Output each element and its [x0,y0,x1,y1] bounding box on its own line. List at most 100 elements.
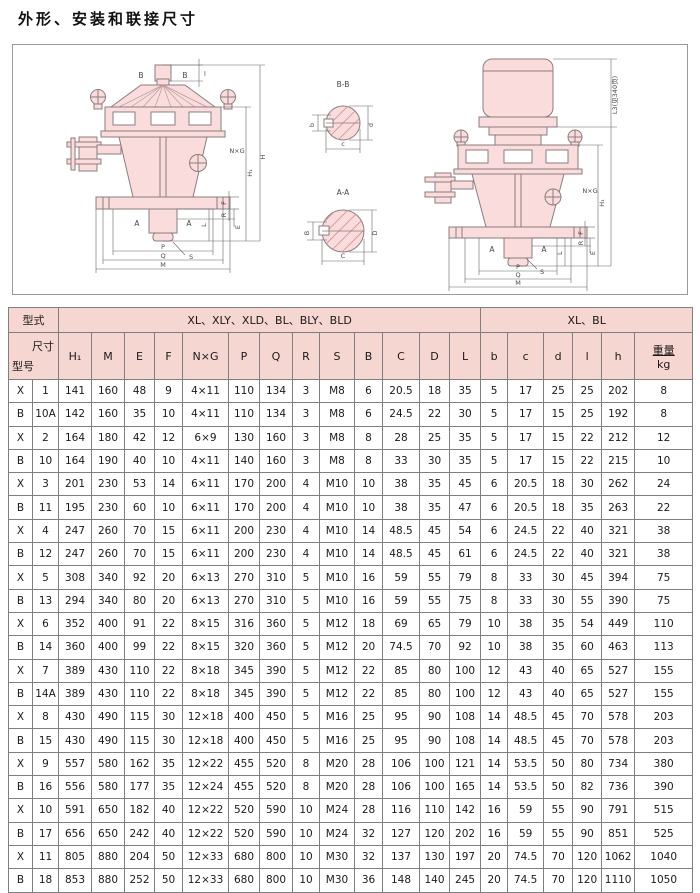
right-view-labels: L3(见340页) H₁ N×G F R E L A A S P Q M [489,76,619,287]
cell-value: 110 [124,658,155,683]
svg-text:B-B: B-B [337,80,350,89]
cell-value: 252 [124,868,155,893]
cell-value: 22 [154,681,183,707]
cell-value: 180 [91,425,125,450]
cell-value: 100 [448,681,482,707]
cell-value: 40 [543,658,574,683]
cell-value: 24.5 [507,542,545,567]
cell-value: 48.5 [382,518,420,544]
cell-value: 6×9 [182,425,229,450]
cell-value: M10 [319,495,355,520]
cell-value: 33 [507,565,545,590]
dimension-table-body: X 1 141 160 48 9 4×11 110 134 3 M8 6 20.5 18 35 5 17 25 25… [8,378,694,893]
cell-value: 5 [480,402,509,427]
cell-value: 160 [91,402,125,427]
table-row: X 10 591 650 182 40 12×22 520 590 10 M24 28 116 110 14… [8,798,694,823]
cell-value: 53.5 [507,751,545,777]
cell-model: 17 [32,821,59,846]
svg-text:E: E [589,251,597,255]
cell-model: 10 [32,798,59,823]
table-row: B 12 247 260 70 15 6×11 200 230 4 M10 14 48.5 45 61 6 24… [8,542,694,567]
cell-model: 3 [32,472,59,497]
cell-value: 85 [382,681,420,707]
cell-series: X [8,844,33,870]
cell-series: B [8,495,33,520]
cell-value: 880 [91,844,125,870]
col-header-weight: 重量 kg [634,332,694,380]
cell-value: 14 [480,775,509,800]
cell-value: 4×11 [182,448,229,474]
cell-value: 32 [354,844,383,870]
cell-value: 590 [259,798,293,823]
cell-value: 47 [448,495,482,520]
cell-value: 32 [354,821,383,846]
cell-value: 82 [572,775,603,800]
cell-value: 4 [292,495,320,520]
cell-value: 22 [572,448,603,474]
cell-value: 22 [543,518,574,544]
col-header-f: F [154,332,183,380]
cell-value: 90 [419,728,450,753]
cell-series: B [8,728,33,753]
cell-value: 148 [382,868,420,893]
cell-value: 30 [572,472,603,497]
cell-value: 10 [154,402,183,427]
cell-value: 316 [228,611,260,637]
cell-model: 10A [32,402,59,427]
cell-value: 230 [91,495,125,520]
cell-value: M24 [319,821,355,846]
cell-value: 17 [507,402,545,427]
cell-value: 15 [543,425,574,450]
cell-value: M20 [319,751,355,777]
side-assembly [424,172,474,204]
cell-value: 43 [507,658,545,683]
cell-value: 5 [292,635,320,660]
cell-value: 53 [124,472,155,497]
cell-model: 7 [32,658,59,683]
cell-value: 35 [543,611,574,637]
cell-value: 22 [419,402,450,427]
table-row: B 16 556 580 177 35 12×24 455 520 8 M20 28 106 100 165… [8,775,694,800]
cell-value: 22 [154,635,183,660]
cell-value: 557 [58,751,92,777]
cell-value: 70 [124,518,155,544]
weight-unit: kg [656,357,671,371]
cell-value: 20 [354,635,383,660]
cell-model: 15 [32,728,59,753]
cell-value: 108 [448,728,482,753]
col-header-d-upper: D [419,332,450,380]
cell-value: 20 [154,565,183,590]
cell-series: X [8,518,33,544]
cell-value: 4×11 [182,378,229,404]
svg-text:H: H [259,154,267,159]
cell-value: 18 [354,611,383,637]
svg-text:M: M [515,279,521,287]
cell-value: 134 [259,402,293,427]
side-assembly [66,136,122,172]
cell-value: 108 [448,705,482,730]
cell-value: 48.5 [507,728,545,753]
svg-text:P: P [161,243,165,251]
cell-value: 100 [448,658,482,683]
cell-value: 164 [58,448,92,474]
cell-value: 12 [480,658,509,683]
cell-value: 85 [382,658,420,683]
cell-value: 197 [448,844,482,870]
cell-value: 12 [634,425,694,450]
cell-value: 80 [124,588,155,613]
cell-value: 17 [507,448,545,474]
cell-value: 20 [480,844,509,870]
cell-value: 38 [382,495,420,520]
cell-series: B [8,588,33,613]
svg-text:S: S [540,268,544,276]
cell-value: 192 [601,402,636,427]
motor-body [482,58,554,118]
cell-series: B [8,821,33,846]
cell-value: 22 [154,658,183,683]
cell-value: 54 [572,611,603,637]
cell-value: 8×15 [182,635,229,660]
cell-value: 556 [58,775,92,800]
cell-value: M10 [319,518,355,544]
cell-value: 25 [572,402,603,427]
cell-value: 204 [124,844,155,870]
